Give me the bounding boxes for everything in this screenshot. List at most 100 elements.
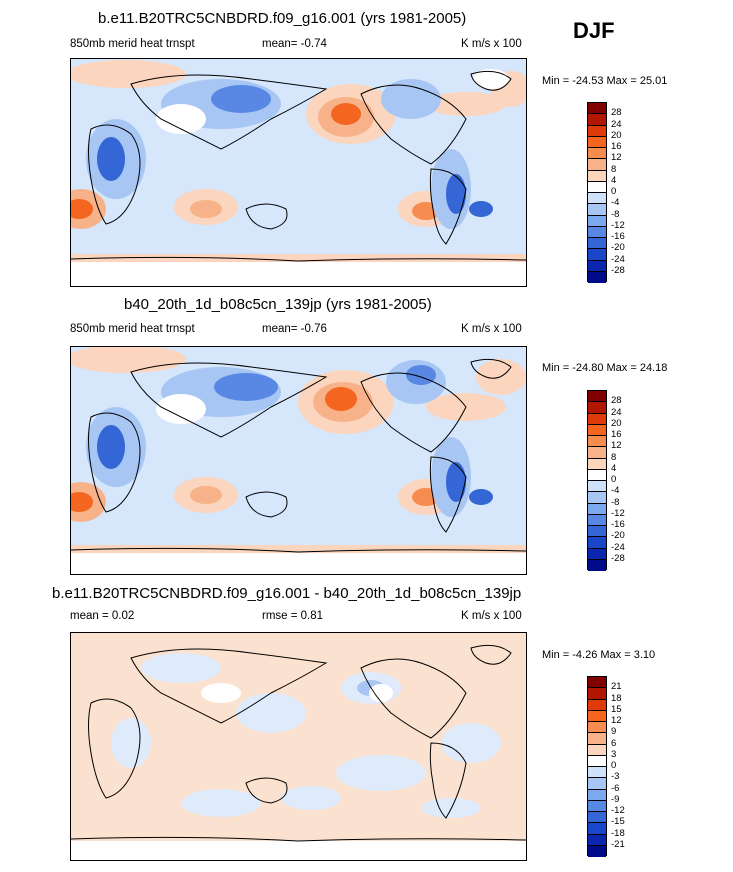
panel2-colorbar-swatch (588, 481, 606, 493)
panel1-colorbar (587, 102, 607, 283)
colorbar-tick-label: 9 (611, 726, 617, 738)
panel3-map-field (71, 633, 526, 860)
panel2-colorbar-swatch (588, 424, 606, 436)
panel3-units-label: K m/s x 100 (461, 610, 522, 622)
colorbar-tick-label: -21 (611, 838, 625, 850)
panel2-minmax-label: Min = -24.80 Max = 24.18 (542, 362, 668, 374)
colorbar-tick-label: -16 (611, 231, 625, 242)
panel2-colorbar-swatch (588, 548, 606, 560)
colorbar-tick-label: -24 (611, 541, 625, 553)
panel3-colorbar-swatch (588, 800, 606, 812)
colorbar-tick-label: -12 (611, 219, 625, 231)
colorbar-tick-label: 4 (611, 174, 617, 186)
panel3-colorbar-swatch (588, 744, 606, 756)
panel2-colorbar (587, 390, 607, 571)
colorbar-tick-label: -8 (611, 496, 620, 508)
panel1-colorbar-swatch (588, 215, 606, 227)
colorbar-tick-label: 16 (611, 141, 622, 152)
panel3-colorbar-swatch (588, 823, 606, 835)
panel1-colorbar-swatch (588, 136, 606, 148)
panel1-variable-label: 850mb merid heat trnspt (70, 38, 195, 50)
colorbar-tick-label: -15 (611, 816, 625, 828)
colorbar-tick-label: 16 (611, 429, 622, 440)
colorbar-tick-label: 0 (611, 760, 617, 771)
colorbar-tick-label: 20 (611, 417, 622, 429)
colorbar-tick-label: -28 (611, 264, 625, 276)
colorbar-tick-label: -4 (611, 197, 620, 209)
colorbar-tick-label: 8 (611, 451, 617, 463)
panel1-map-field (71, 59, 526, 286)
colorbar-tick-label: -20 (611, 530, 625, 542)
season-label: DJF (573, 18, 615, 43)
panel2-colorbar-swatch (588, 413, 606, 425)
panel1-minmax-label: Min = -24.53 Max = 25.01 (542, 75, 668, 87)
panel3-colorbar-swatch (588, 789, 606, 801)
panel1-colorbar-swatch (588, 260, 606, 272)
panel1-title: b.e11.B20TRC5CNBDRD.f09_g16.001 (yrs 198… (98, 10, 467, 27)
panel1-colorbar-swatch (588, 114, 606, 126)
panel2-colorbar-swatch (588, 514, 606, 526)
colorbar-tick-label: -12 (611, 507, 625, 519)
panel1-units-label: K m/s x 100 (461, 38, 522, 50)
panel3-colorbar-swatch (588, 733, 606, 745)
colorbar-tick-label: -9 (611, 793, 620, 805)
panel2-colorbar-swatch (588, 436, 606, 448)
panel3-colorbar (587, 676, 607, 857)
panel1-colorbar-swatch (588, 193, 606, 205)
colorbar-tick-label: 15 (611, 703, 622, 715)
panel3-colorbar-swatch (588, 767, 606, 779)
panel2-colorbar-swatch (588, 402, 606, 414)
panel1-colorbar-swatch (588, 125, 606, 137)
panel3-colorbar-swatch (588, 845, 606, 857)
panel1-colorbar-swatch (588, 204, 606, 216)
panel2-colorbar-swatch (588, 391, 606, 403)
panel3-colorbar-swatch (588, 688, 606, 700)
colorbar-tick-label: -24 (611, 253, 625, 265)
panel2-colorbar-swatch (588, 447, 606, 459)
panel2-map (70, 346, 527, 575)
colorbar-tick-label: 3 (611, 748, 617, 760)
panel3-colorbar-swatch (588, 755, 606, 767)
panel1-colorbar-swatch (588, 148, 606, 160)
panel3-title: b.e11.B20TRC5CNBDRD.f09_g16.001 - b40_20… (52, 585, 522, 602)
colorbar-tick-label: 12 (611, 440, 622, 452)
panel1-colorbar-swatch (588, 249, 606, 261)
colorbar-tick-label: 20 (611, 129, 622, 141)
colorbar-tick-label: 0 (611, 186, 617, 197)
panel1-colorbar-swatch (588, 271, 606, 283)
panel3-rmse-label: rmse = 0.81 (262, 610, 324, 622)
panel2-colorbar-swatch (588, 526, 606, 538)
colorbar-tick-label: 24 (611, 118, 622, 130)
panel3-map (70, 632, 527, 861)
panel1-colorbar-swatch (588, 238, 606, 250)
panel2-colorbar-swatch (588, 492, 606, 504)
panel3-minmax-label: Min = -4.26 Max = 3.10 (542, 649, 656, 661)
colorbar-tick-label: -4 (611, 485, 620, 497)
panel3-colorbar-swatch (588, 677, 606, 689)
panel3-colorbar-swatch (588, 699, 606, 711)
colorbar-tick-label: 28 (611, 395, 622, 407)
panel3-colorbar-swatch (588, 812, 606, 824)
colorbar-tick-label: 18 (611, 692, 622, 704)
colorbar-tick-label: -28 (611, 552, 625, 564)
panel1-mean-label: mean= -0.74 (262, 38, 327, 50)
colorbar-tick-label: 0 (611, 474, 617, 485)
panel3-colorbar-swatch (588, 778, 606, 790)
panel1-colorbar-swatch (588, 103, 606, 115)
panel2-variable-label: 850mb merid heat trnspt (70, 323, 195, 335)
colorbar-tick-label: 12 (611, 715, 622, 726)
colorbar-tick-label: -6 (611, 782, 620, 794)
panel2-title: b40_20th_1d_b08c5cn_139jp (yrs 1981-2005… (124, 296, 432, 313)
panel3-colorbar-swatch (588, 834, 606, 846)
panel1-map (70, 58, 527, 287)
panel3-colorbar-swatch (588, 722, 606, 734)
panel1-colorbar-swatch (588, 159, 606, 171)
panel3-mean-label: mean = 0.02 (70, 610, 135, 622)
colorbar-tick-label: 12 (611, 152, 622, 164)
panel1-colorbar-swatch (588, 181, 606, 193)
colorbar-tick-label: -18 (611, 827, 625, 839)
colorbar-tick-label: 24 (611, 406, 622, 418)
panel2-colorbar-swatch (588, 469, 606, 481)
panel1-colorbar-swatch (588, 170, 606, 182)
colorbar-tick-label: -20 (611, 242, 625, 254)
